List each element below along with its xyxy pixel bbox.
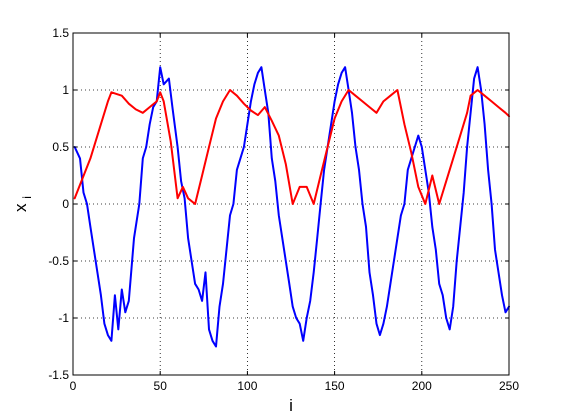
x-tick-label: 50: [154, 379, 168, 393]
series-line-red: [73, 89, 510, 205]
series-lines: [73, 66, 510, 348]
x-tick-label: 250: [499, 379, 519, 393]
x-tick-label: 0: [70, 379, 77, 393]
y-axis-label-main: x: [11, 203, 30, 212]
axis-ticks: [72, 32, 510, 376]
y-axis-label: x i: [11, 196, 34, 212]
y-tick-label: 0: [62, 197, 69, 211]
x-axis-label: i: [289, 396, 293, 415]
y-tick-label: -1.5: [48, 368, 69, 382]
y-tick-label: 0.5: [52, 140, 69, 154]
x-tick-label: 200: [412, 379, 432, 393]
y-axis-label-subscript: i: [20, 196, 34, 199]
series-line-blue: [73, 66, 510, 348]
y-tick-label: -1: [58, 311, 69, 325]
y-tick-labels: -1.5 -1 -0.5 0 0.5 1 1.5: [48, 26, 69, 382]
x-tick-label: 150: [325, 379, 345, 393]
y-tick-label: 1: [62, 83, 69, 97]
y-tick-label: 1.5: [52, 26, 69, 40]
x-tick-labels: 0 50 100 150 200 250: [70, 379, 520, 393]
x-tick-label: 100: [237, 379, 257, 393]
y-tick-label: -0.5: [48, 254, 69, 268]
